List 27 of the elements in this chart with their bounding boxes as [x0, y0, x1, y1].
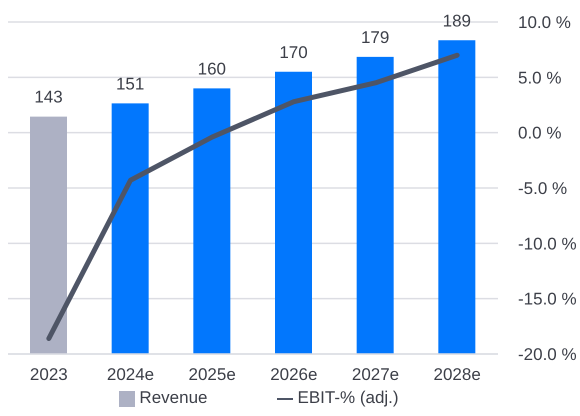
data-label: 170: [279, 42, 308, 62]
bar: [275, 72, 312, 354]
x-tick-label: 2026e: [270, 365, 318, 384]
legend-label: EBIT-% (adj.): [297, 388, 399, 407]
x-tick-label: 2028e: [434, 365, 481, 384]
x-tick-label: 2027e: [352, 365, 400, 384]
bar: [193, 88, 230, 354]
y2-tick-label: 5.0 %: [518, 68, 562, 88]
bar: [112, 103, 149, 354]
x-tick-label: 2023: [30, 365, 68, 384]
y2-tick-label: -15.0 %: [518, 290, 577, 309]
y2-tick-label: 0.0 %: [518, 124, 562, 143]
x-tick-label: 2024e: [106, 365, 154, 384]
bar: [356, 56, 394, 354]
y2-tick-label: 10.0 %: [518, 13, 571, 32]
data-label: 143: [34, 88, 63, 107]
data-label: 189: [442, 11, 472, 30]
data-label: 179: [360, 28, 390, 47]
y2-tick-label: -10.0 %: [518, 234, 577, 254]
bar: [30, 116, 67, 354]
y2-tick-label: -20.0 %: [518, 345, 577, 364]
data-label: 151: [116, 74, 144, 94]
x-tick-label: 2025e: [188, 365, 236, 384]
bar: [438, 40, 476, 354]
data-label: 160: [198, 59, 226, 78]
y2-tick-label: -5.0 %: [518, 179, 568, 198]
legend-label: Revenue: [139, 388, 208, 407]
